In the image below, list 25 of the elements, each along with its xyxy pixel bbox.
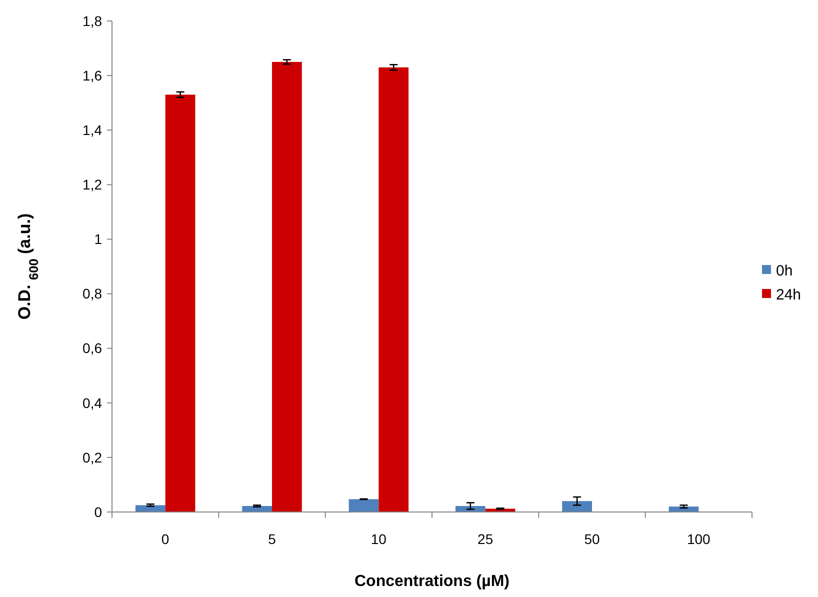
y-tick-label: 0,4 (82, 394, 102, 411)
bar (272, 62, 302, 512)
x-tick-label: 10 (370, 531, 387, 547)
y-tick-label: 1,8 (82, 12, 102, 29)
x-axis-title: Concentrations (µM) (354, 573, 510, 590)
y-tick-label: 1,2 (82, 176, 102, 193)
bar (165, 94, 196, 512)
legend-label: 0h (776, 262, 793, 280)
y-tick-label: 0,8 (82, 286, 102, 302)
bar (562, 501, 592, 512)
bar (378, 67, 409, 512)
y-tick-label: 1,6 (82, 67, 102, 84)
y-tick-label: 1,4 (82, 122, 102, 138)
x-tick-label: 0 (161, 531, 170, 547)
y-tick-label: 0 (94, 504, 102, 520)
bar (135, 505, 166, 512)
y-tick-label: 0,2 (82, 449, 102, 466)
x-tick-label: 50 (584, 531, 600, 547)
x-tick-label: 5 (268, 531, 276, 547)
y-tick-label: 0,6 (82, 340, 102, 356)
legend-label: 24h (776, 286, 802, 304)
x-tick-label: 100 (686, 531, 711, 547)
y-tick-label: 1 (94, 231, 102, 248)
bar (348, 499, 379, 512)
x-tick-label: 25 (478, 531, 494, 547)
